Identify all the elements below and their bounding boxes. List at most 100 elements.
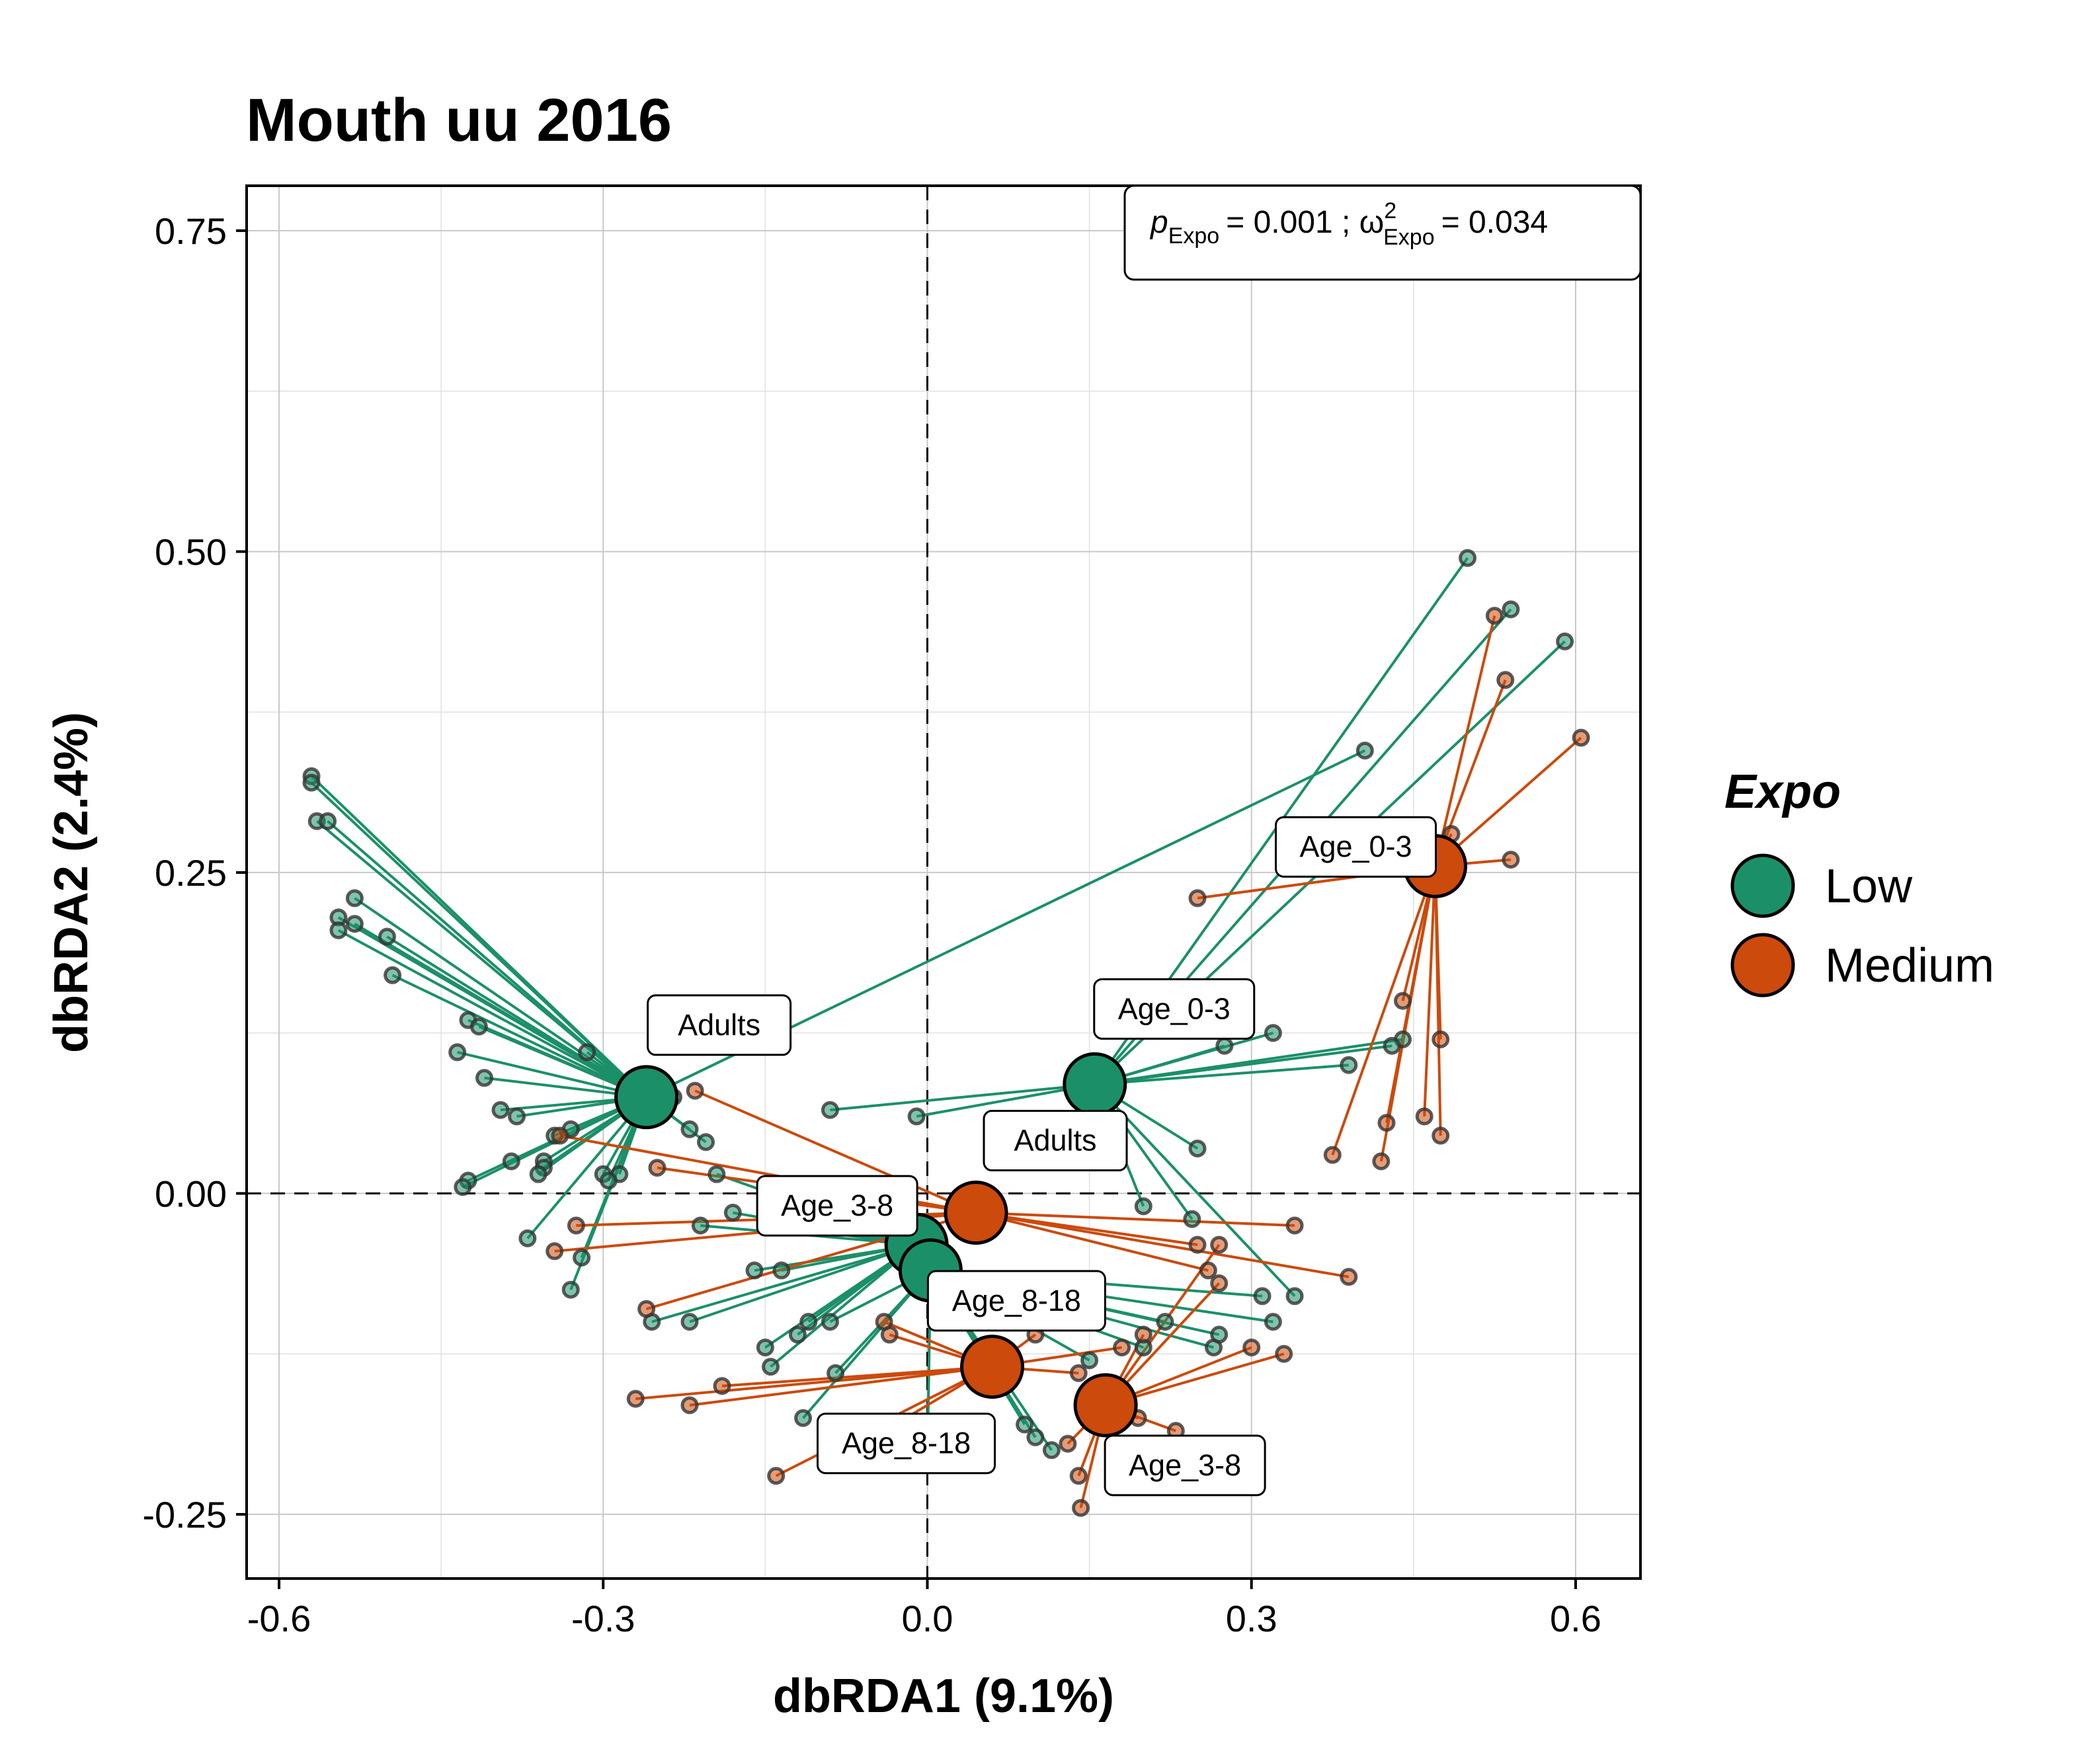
centroid-point [614,1065,679,1130]
x-tick-label: -0.6 [247,1598,311,1639]
sample-point [1199,1261,1217,1280]
centroid-point [1073,1373,1138,1438]
spider-segment [830,1083,1095,1112]
sample-point [345,889,364,908]
legend-key-medium [1730,933,1795,997]
sample-point [1340,1056,1358,1074]
centroid-point [944,1181,1008,1245]
sample-point [1285,1216,1304,1235]
sample-point [1188,1139,1207,1157]
x-axis-title: dbRDA1 (9.1%) [773,1670,1114,1723]
centroid-point [1063,1052,1127,1116]
sample-point [1432,1030,1450,1048]
sample-point [508,1107,526,1126]
centroid-label-text: Age_8-18 [952,1284,1081,1317]
sample-point [502,1152,520,1171]
sample-point [723,1204,742,1222]
centroid-label: Age_8-18 [926,1270,1106,1332]
legend: Expo Low Medium [1724,765,1994,997]
y-tick-label: 0.00 [155,1173,227,1214]
spider-segment [689,1243,917,1323]
sample-point [680,1396,699,1415]
sample-point [1355,741,1374,760]
sample-point [1113,1338,1131,1356]
spider-segment [694,1089,977,1214]
sample-point [1134,1197,1152,1216]
sample-point [1183,1210,1201,1228]
spider-segment [391,974,647,1099]
centroid-label-box [926,1270,1106,1332]
sample-point [1377,1114,1396,1132]
sample-point [680,1120,699,1138]
sample-point [551,1126,569,1145]
sample-point [686,1081,704,1100]
sample-point [1285,1287,1304,1306]
sample-point [454,1178,472,1196]
sample-point [1393,992,1412,1010]
spider-segment [975,1211,1295,1227]
centroid-label: Adults [647,994,792,1056]
sample-point [745,1261,764,1280]
sample-point [561,1280,580,1299]
centroid-label: Age_3-8 [756,1175,918,1237]
sample-point [319,812,337,830]
sample-point [1340,1268,1358,1286]
centroid-label-box [647,994,792,1056]
sample-point [1502,851,1520,869]
y-tick-label: 0.75 [155,210,227,252]
sample-point [384,966,402,984]
sample-point [821,1101,839,1119]
sample-point [1069,1364,1088,1382]
centroid-label: Age_8-18 [817,1413,996,1475]
spider-segment [689,1365,992,1407]
sample-point [1485,607,1504,625]
spider-segment [1094,1064,1349,1086]
spider-segment [354,897,647,1099]
spider-segment [386,935,647,1099]
legend-label-low: Low [1825,860,1913,913]
legend-key-low [1730,853,1795,918]
sample-point [578,1043,596,1062]
sample-point [573,1249,591,1267]
centroid-labels: Adults Age_0-3 Age_3-8 Age_8-18 Adults Age_0-… [647,816,1437,1497]
sample-point [827,1364,845,1382]
sample-point [1415,1107,1434,1126]
reference-lines [247,186,1640,1579]
sample-point [1080,1351,1099,1370]
x-axis: -0.6 -0.3 0.0 0.3 0.6 [247,1579,1601,1639]
sample-point [1264,1024,1282,1042]
spider-segment [457,1050,647,1099]
spider-segment [337,929,647,1099]
sample-point [1026,1428,1045,1446]
centroid-label-text: Adults [678,1008,760,1042]
sample-point [680,1313,699,1331]
centroid-label-box [1093,978,1256,1040]
sample-point [448,1043,467,1062]
x-tick-label: -0.3 [571,1598,635,1639]
centroid-label-box [817,1413,996,1475]
sample-point [713,1377,731,1395]
sample-point [567,1216,585,1235]
sample-point [1459,549,1477,567]
spider-segment [1423,866,1437,1116]
sample-point [788,1325,807,1344]
spider-segment [975,1211,1198,1247]
centroid-label: Age_0-3 [1093,978,1256,1040]
sample-point [529,1165,547,1183]
sample-point [1496,671,1515,689]
centroid-label-text: Age_0-3 [1118,992,1231,1025]
centroid-label: Age_0-3 [1275,816,1437,878]
sample-point [491,1101,510,1119]
sample-point [1323,1146,1342,1164]
spider-segment [975,1211,1209,1272]
legend-title: Expo [1724,765,1841,818]
centroid-label-text: Age_3-8 [1129,1448,1241,1482]
sample-point [691,1216,709,1235]
sample-point [794,1409,813,1427]
sample-point [1072,1499,1090,1517]
spider-segment [1434,866,1442,1136]
x-tick-label: 0.6 [1550,1598,1601,1639]
sample-point [345,915,364,933]
sample-point [1134,1325,1152,1344]
